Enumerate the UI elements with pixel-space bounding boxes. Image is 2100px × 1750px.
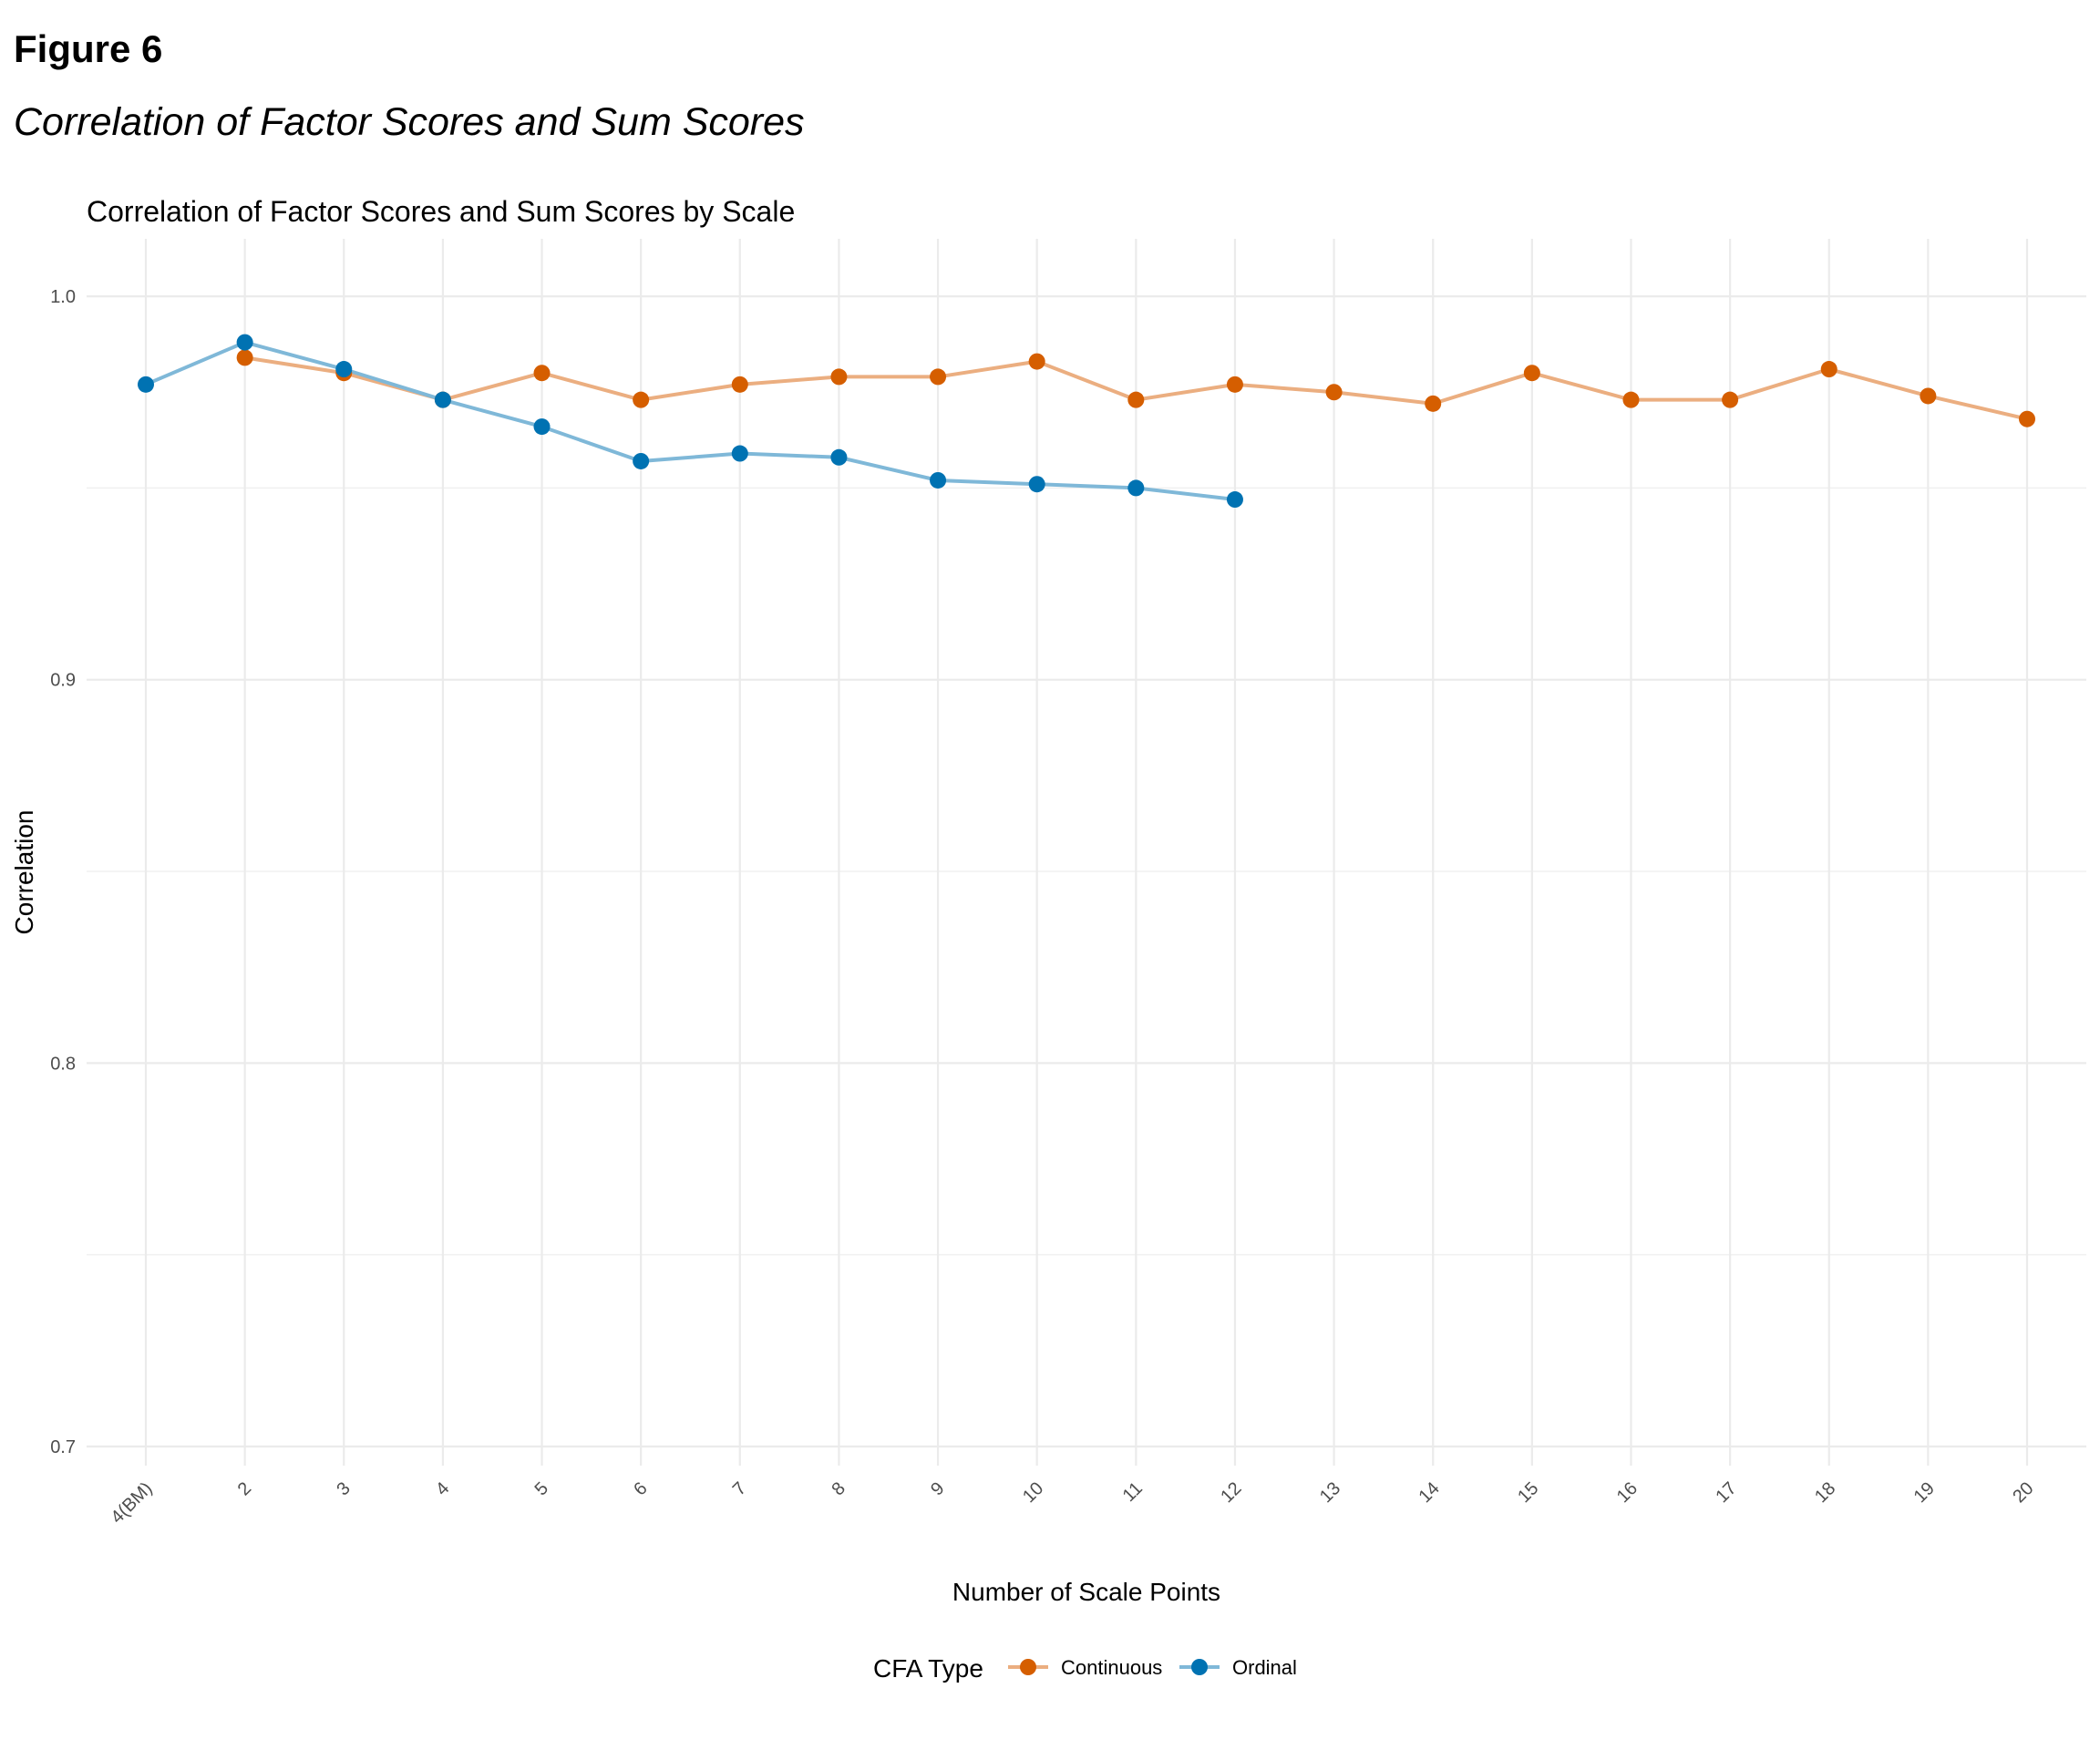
legend-key-dot — [1191, 1659, 1208, 1675]
data-point-continuous — [1226, 376, 1243, 393]
data-point-continuous — [1820, 361, 1838, 378]
y-tick-label: 0.8 — [50, 1054, 76, 1074]
data-point-ordinal — [930, 471, 947, 489]
y-tick-label: 0.9 — [50, 671, 76, 691]
series-lines — [145, 340, 2028, 502]
x-tick-labels: 4(BM) 2 3 4 5 6 7 8 9 10 11 12 13 14 15 16 17 18 19 20 — [107, 1478, 2037, 1528]
data-point-continuous — [930, 368, 947, 386]
y-tick-label: 0.7 — [50, 1437, 76, 1457]
data-point-continuous — [1722, 391, 1739, 408]
data-point-ordinal — [335, 361, 353, 378]
data-point-continuous — [2019, 410, 2035, 427]
legend: CFA Type Continuous Ordinal — [873, 1654, 1297, 1683]
data-point-continuous — [1523, 365, 1540, 382]
data-point-continuous — [633, 391, 650, 408]
x-axis-title: Number of Scale Points — [952, 1578, 1220, 1606]
series-points — [138, 334, 2035, 509]
data-point-ordinal — [830, 448, 848, 466]
x-tick-label: 4(BM) — [107, 1478, 156, 1528]
data-point-continuous — [1425, 395, 1442, 412]
data-point-ordinal — [1127, 479, 1145, 497]
data-point-continuous — [1127, 391, 1145, 408]
x-tick-label: 20 — [2009, 1478, 2037, 1507]
x-tick-label: 9 — [927, 1478, 948, 1499]
legend-key-dot — [1020, 1659, 1036, 1675]
legend-label: Continuous — [1061, 1656, 1162, 1679]
x-tick-label: 6 — [630, 1478, 651, 1499]
x-tick-label: 2 — [234, 1478, 255, 1499]
legend-title: CFA Type — [873, 1654, 983, 1683]
figure-label: Figure 6 — [14, 27, 163, 70]
grid — [87, 239, 2086, 1466]
y-tick-labels: 0.7 0.8 0.9 1.0 — [50, 287, 76, 1457]
data-point-ordinal — [731, 445, 748, 462]
x-tick-label: 19 — [1910, 1478, 1939, 1507]
x-tick-label: 11 — [1119, 1478, 1147, 1506]
x-tick-label: 5 — [531, 1478, 552, 1499]
data-point-continuous — [1622, 391, 1640, 408]
data-point-ordinal — [1028, 476, 1045, 493]
y-tick-label: 1.0 — [50, 287, 76, 307]
legend-label: Ordinal — [1232, 1656, 1297, 1679]
x-tick-label: 10 — [1019, 1478, 1047, 1507]
data-point-continuous — [236, 349, 253, 366]
data-point-ordinal — [633, 452, 650, 469]
x-tick-label: 13 — [1316, 1478, 1344, 1507]
x-tick-label: 18 — [1811, 1478, 1839, 1507]
x-tick-label: 8 — [829, 1478, 849, 1499]
data-point-continuous — [1028, 353, 1045, 370]
series-line-ordinal — [145, 340, 1236, 502]
x-tick-label: 4 — [432, 1478, 453, 1499]
chart-title: Correlation of Factor Scores and Sum Sco… — [87, 195, 795, 228]
data-point-continuous — [1325, 384, 1343, 401]
x-tick-label: 3 — [333, 1478, 354, 1499]
data-point-continuous — [830, 368, 848, 386]
data-point-continuous — [1920, 387, 1937, 405]
data-point-continuous — [731, 376, 748, 393]
data-point-continuous — [533, 365, 551, 382]
x-tick-label: 7 — [729, 1478, 750, 1499]
figure-subtitle: Correlation of Factor Scores and Sum Sco… — [14, 100, 805, 144]
data-point-ordinal — [1226, 491, 1243, 509]
data-point-ordinal — [236, 334, 253, 351]
data-point-ordinal — [533, 418, 551, 436]
x-tick-label: 17 — [1712, 1478, 1740, 1507]
x-tick-label: 14 — [1415, 1478, 1443, 1507]
x-tick-label: 16 — [1613, 1478, 1642, 1507]
data-point-ordinal — [434, 391, 451, 408]
data-point-ordinal — [138, 376, 154, 393]
y-axis-title: Correlation — [10, 810, 38, 935]
x-tick-label: 12 — [1217, 1478, 1245, 1507]
x-tick-label: 15 — [1514, 1478, 1542, 1507]
